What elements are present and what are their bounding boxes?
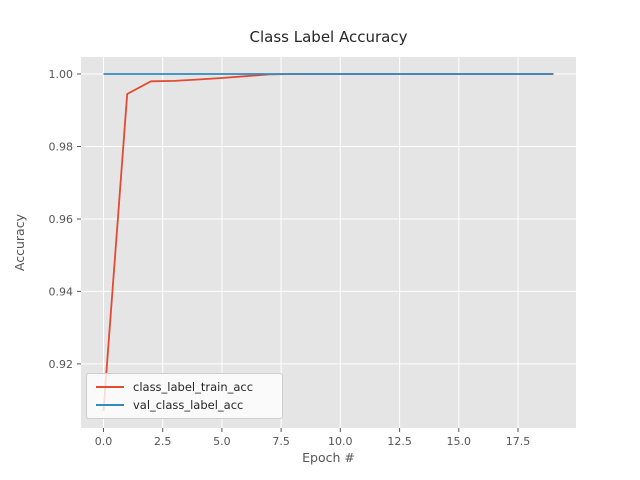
legend-item-val: val_class_label_acc — [96, 398, 272, 412]
legend-label-val: val_class_label_acc — [133, 398, 244, 412]
y-tick-label: 0.98 — [49, 141, 74, 154]
y-axis-label: Accuracy — [11, 213, 27, 272]
x-tick-label: 0.0 — [95, 435, 113, 448]
legend-item-train: class_label_train_acc — [96, 380, 272, 394]
x-tick-label: 12.5 — [387, 435, 412, 448]
x-tick-label: 17.5 — [506, 435, 531, 448]
x-tick-label: 10.0 — [328, 435, 353, 448]
chart-legend: class_label_train_acc val_class_label_ac… — [86, 373, 283, 419]
x-axis-label: Epoch # — [302, 450, 355, 465]
x-tick-label: 7.5 — [272, 435, 290, 448]
x-tick-label: 15.0 — [447, 435, 472, 448]
x-tick-label: 2.5 — [154, 435, 172, 448]
plot-background — [81, 57, 576, 428]
train-line-swatch-icon — [96, 386, 124, 388]
legend-label-train: class_label_train_acc — [133, 380, 254, 394]
y-tick-label: 0.92 — [49, 358, 74, 371]
x-tick-label: 5.0 — [213, 435, 231, 448]
y-tick-label: 0.96 — [49, 213, 74, 226]
y-tick-label: 0.94 — [49, 285, 74, 298]
chart-title: Class Label Accuracy — [249, 28, 408, 46]
val-line-swatch-icon — [96, 404, 124, 406]
y-axis-label-wrap: Accuracy — [10, 57, 28, 428]
y-tick-label: 1.00 — [49, 68, 74, 81]
